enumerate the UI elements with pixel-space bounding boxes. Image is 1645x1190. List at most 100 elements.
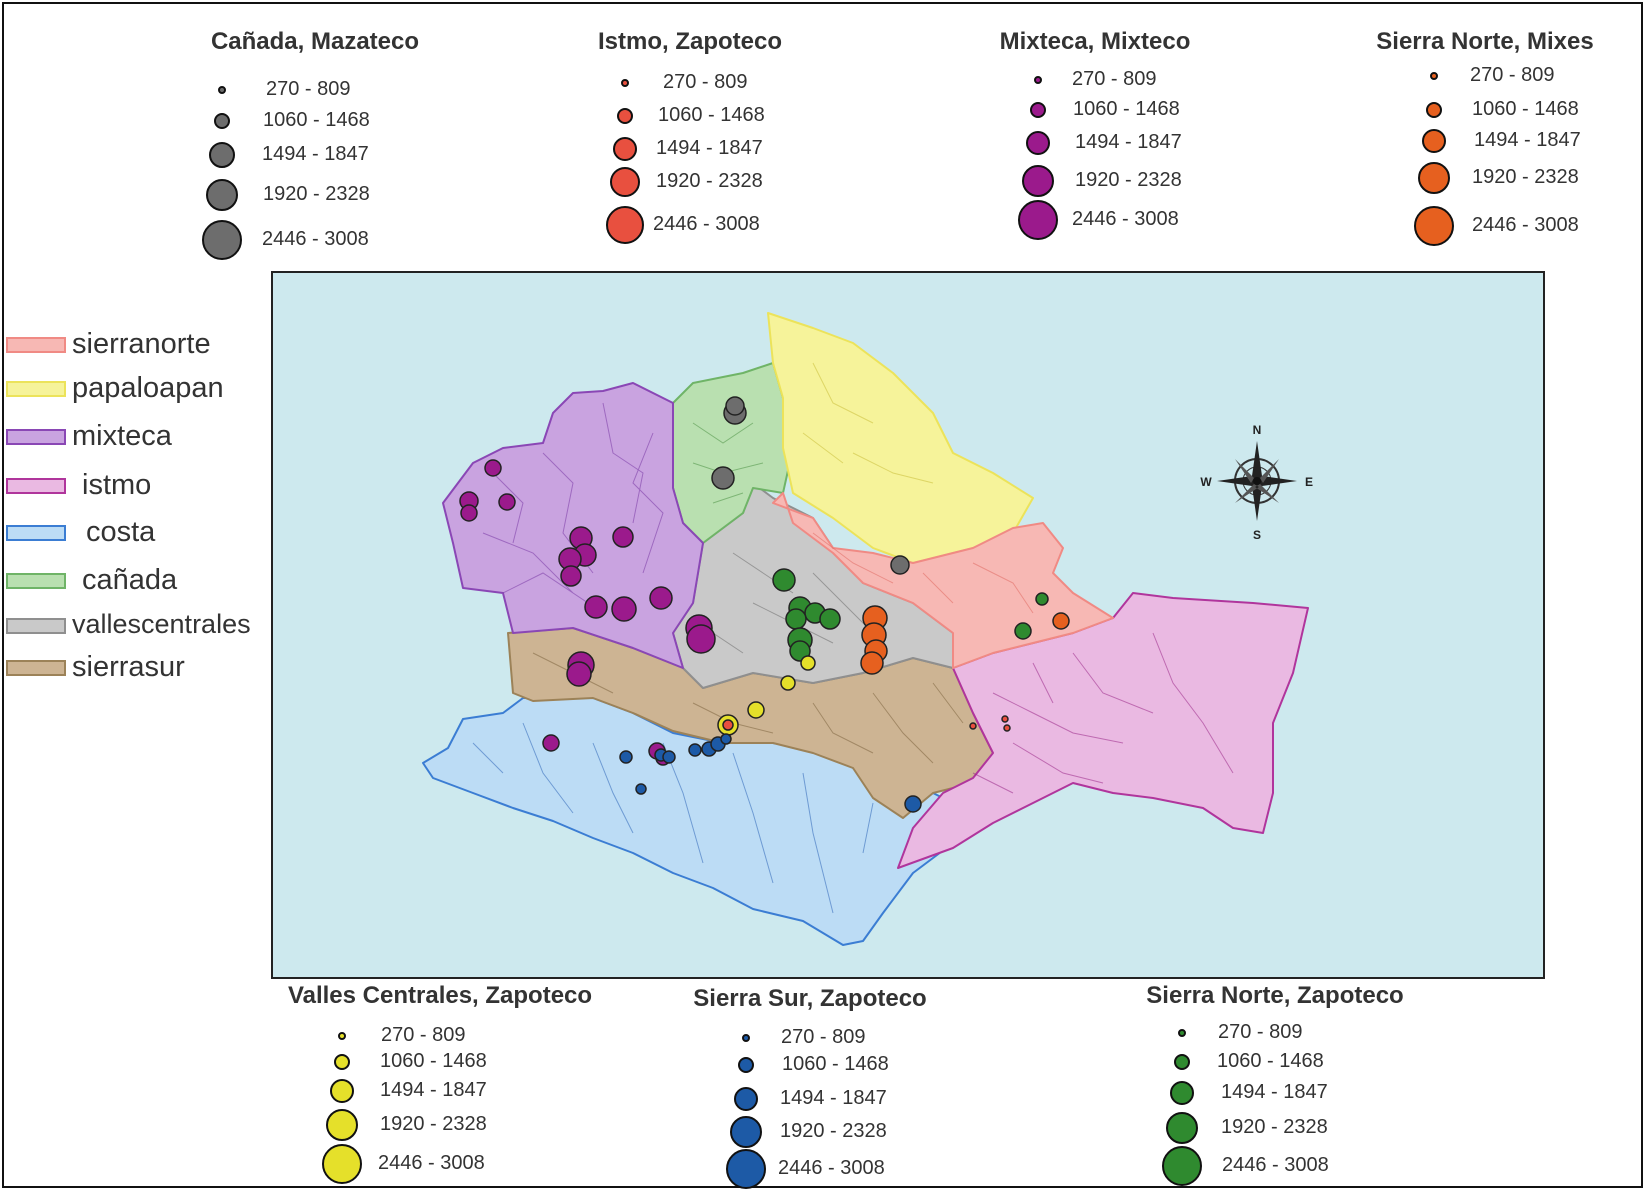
point-sierra-sur-zapoteco [662, 750, 676, 764]
size-symbol [1162, 1146, 1202, 1186]
region-swatch [6, 660, 66, 676]
size-symbol [218, 86, 226, 94]
size-class-label: 1494 - 1847 [780, 1087, 887, 1109]
point-istmo-zapoteco [969, 722, 977, 730]
region-swatch [6, 573, 66, 589]
region-swatch [6, 381, 66, 397]
region-label: costa [86, 516, 156, 548]
size-class-label: 270 - 809 [266, 78, 351, 100]
population-points [459, 396, 1070, 813]
size-class-label: 1494 - 1847 [380, 1079, 487, 1101]
size-class-label: 1060 - 1468 [1217, 1050, 1324, 1072]
point-canada-mazateco [711, 466, 735, 490]
size-class-label: 1060 - 1468 [1472, 98, 1579, 120]
size-symbol [613, 137, 637, 161]
size-class-label: 1060 - 1468 [1073, 98, 1180, 120]
size-symbol [726, 1149, 766, 1189]
size-symbol [1170, 1081, 1194, 1105]
point-sierra-norte-mixes [860, 651, 884, 675]
municipal-lines-sierranorte [812, 532, 1034, 614]
point-sierra-norte-zapoteco [819, 608, 841, 630]
point-sierra-sur-zapoteco [635, 783, 647, 795]
legend-title: Sierra Norte, Zapoteco [1146, 982, 1404, 1009]
point-sierra-sur-zapoteco [688, 743, 702, 757]
size-symbol [621, 79, 629, 87]
size-symbol [1030, 102, 1046, 118]
point-mixteca-mixteco [649, 586, 673, 610]
point-mixteca-mixteco [566, 661, 592, 687]
size-class-label: 1920 - 2328 [656, 170, 763, 192]
municipal-lines-costa [472, 722, 874, 914]
region-swatch [6, 525, 66, 541]
point-mixteca-mixteco [612, 526, 634, 548]
point-mixteca-mixteco [560, 565, 582, 587]
size-class-label: 270 - 809 [781, 1026, 866, 1048]
size-class-label: 1494 - 1847 [1221, 1081, 1328, 1103]
region-swatch [6, 478, 66, 494]
point-sierra-norte-zapoteco [1035, 592, 1049, 606]
point-mixteca-mixteco [484, 459, 502, 477]
legend-sierra-sur-zapoteco: Sierra Sur, Zapoteco 270 - 809 1060 - 14… [680, 985, 940, 1190]
legend-title: Mixteca, Mixteco [999, 28, 1191, 55]
region-label: istmo [82, 469, 152, 501]
size-symbol [209, 142, 235, 168]
municipal-boundaries [472, 362, 1234, 914]
size-symbol [734, 1087, 758, 1111]
compass-rose: N S E W [1200, 423, 1313, 542]
size-symbol [617, 108, 633, 124]
size-class-label: 2446 - 3008 [378, 1152, 485, 1174]
size-class-label: 2446 - 3008 [1072, 208, 1179, 230]
size-class-label: 1060 - 1468 [658, 104, 765, 126]
size-symbol [214, 113, 230, 129]
size-symbol [730, 1116, 762, 1148]
point-istmo-zapoteco [1003, 724, 1011, 732]
size-symbol [338, 1032, 346, 1040]
legend-sierra-norte-zapoteco: Sierra Norte, Zapoteco 270 - 809 1060 - … [1125, 982, 1425, 1187]
size-class-label: 1920 - 2328 [1472, 166, 1579, 188]
size-class-label: 270 - 809 [381, 1024, 466, 1046]
size-class-label: 1494 - 1847 [656, 137, 763, 159]
map-frame: N S E W [271, 271, 1545, 979]
size-symbol [742, 1034, 750, 1042]
region-label: vallescentrales [72, 609, 251, 639]
size-symbol [326, 1109, 358, 1141]
region-legend: sierranorte papaloapan mixteca istmo cos… [0, 320, 270, 700]
point-valles-centrales-zapoteco [747, 701, 765, 719]
size-symbol [1026, 131, 1050, 155]
size-symbol [1166, 1112, 1198, 1144]
legend-title: Sierra Sur, Zapoteco [693, 985, 927, 1012]
region-swatch [6, 429, 66, 445]
legend-istmo-zapoteco: Istmo, Zapoteco 270 - 809 1060 - 1468 14… [580, 28, 800, 258]
size-class-label: 1494 - 1847 [1075, 131, 1182, 153]
size-symbol [610, 167, 640, 197]
region-label: papaloapan [72, 372, 224, 404]
legend-mixteca-mixteco: Mixteca, Mixteco 270 - 809 1060 - 1468 1… [985, 28, 1205, 258]
point-sierra-sur-zapoteco [904, 795, 922, 813]
region-istmo [897, 592, 1309, 869]
compass-n-label: N [1253, 423, 1262, 437]
region-legend-item-canada: cañada [0, 564, 270, 600]
region-legend-item-istmo: istmo [0, 469, 270, 505]
size-class-label: 2446 - 3008 [262, 228, 369, 250]
size-symbol [202, 220, 242, 260]
size-class-label: 270 - 809 [663, 71, 748, 93]
region-label: cañada [82, 564, 178, 596]
size-symbol [1414, 206, 1454, 246]
municipal-lines-papaloapan [802, 362, 934, 484]
size-symbol [1174, 1054, 1190, 1070]
point-sierra-norte-mixes [1052, 612, 1070, 630]
size-class-label: 2446 - 3008 [778, 1157, 885, 1179]
oaxaca-map: N S E W [422, 312, 1313, 946]
region-label: sierranorte [72, 328, 211, 360]
point-valles-centrales-zapoteco [800, 655, 816, 671]
point-mixteca-mixteco [686, 624, 716, 654]
legend-valles-centrales-zapoteco: Valles Centrales, Zapoteco 270 - 809 106… [270, 982, 610, 1187]
size-class-label: 2446 - 3008 [1472, 214, 1579, 236]
size-class-label: 270 - 809 [1470, 64, 1555, 86]
size-symbol [1034, 76, 1042, 84]
legend-title: Valles Centrales, Zapoteco [287, 982, 593, 1009]
point-istmo-zapoteco [1001, 715, 1009, 723]
size-class-label: 1920 - 2328 [1221, 1116, 1328, 1138]
legend-title: Istmo, Zapoteco [597, 28, 783, 55]
region-label: sierrasur [72, 651, 185, 683]
